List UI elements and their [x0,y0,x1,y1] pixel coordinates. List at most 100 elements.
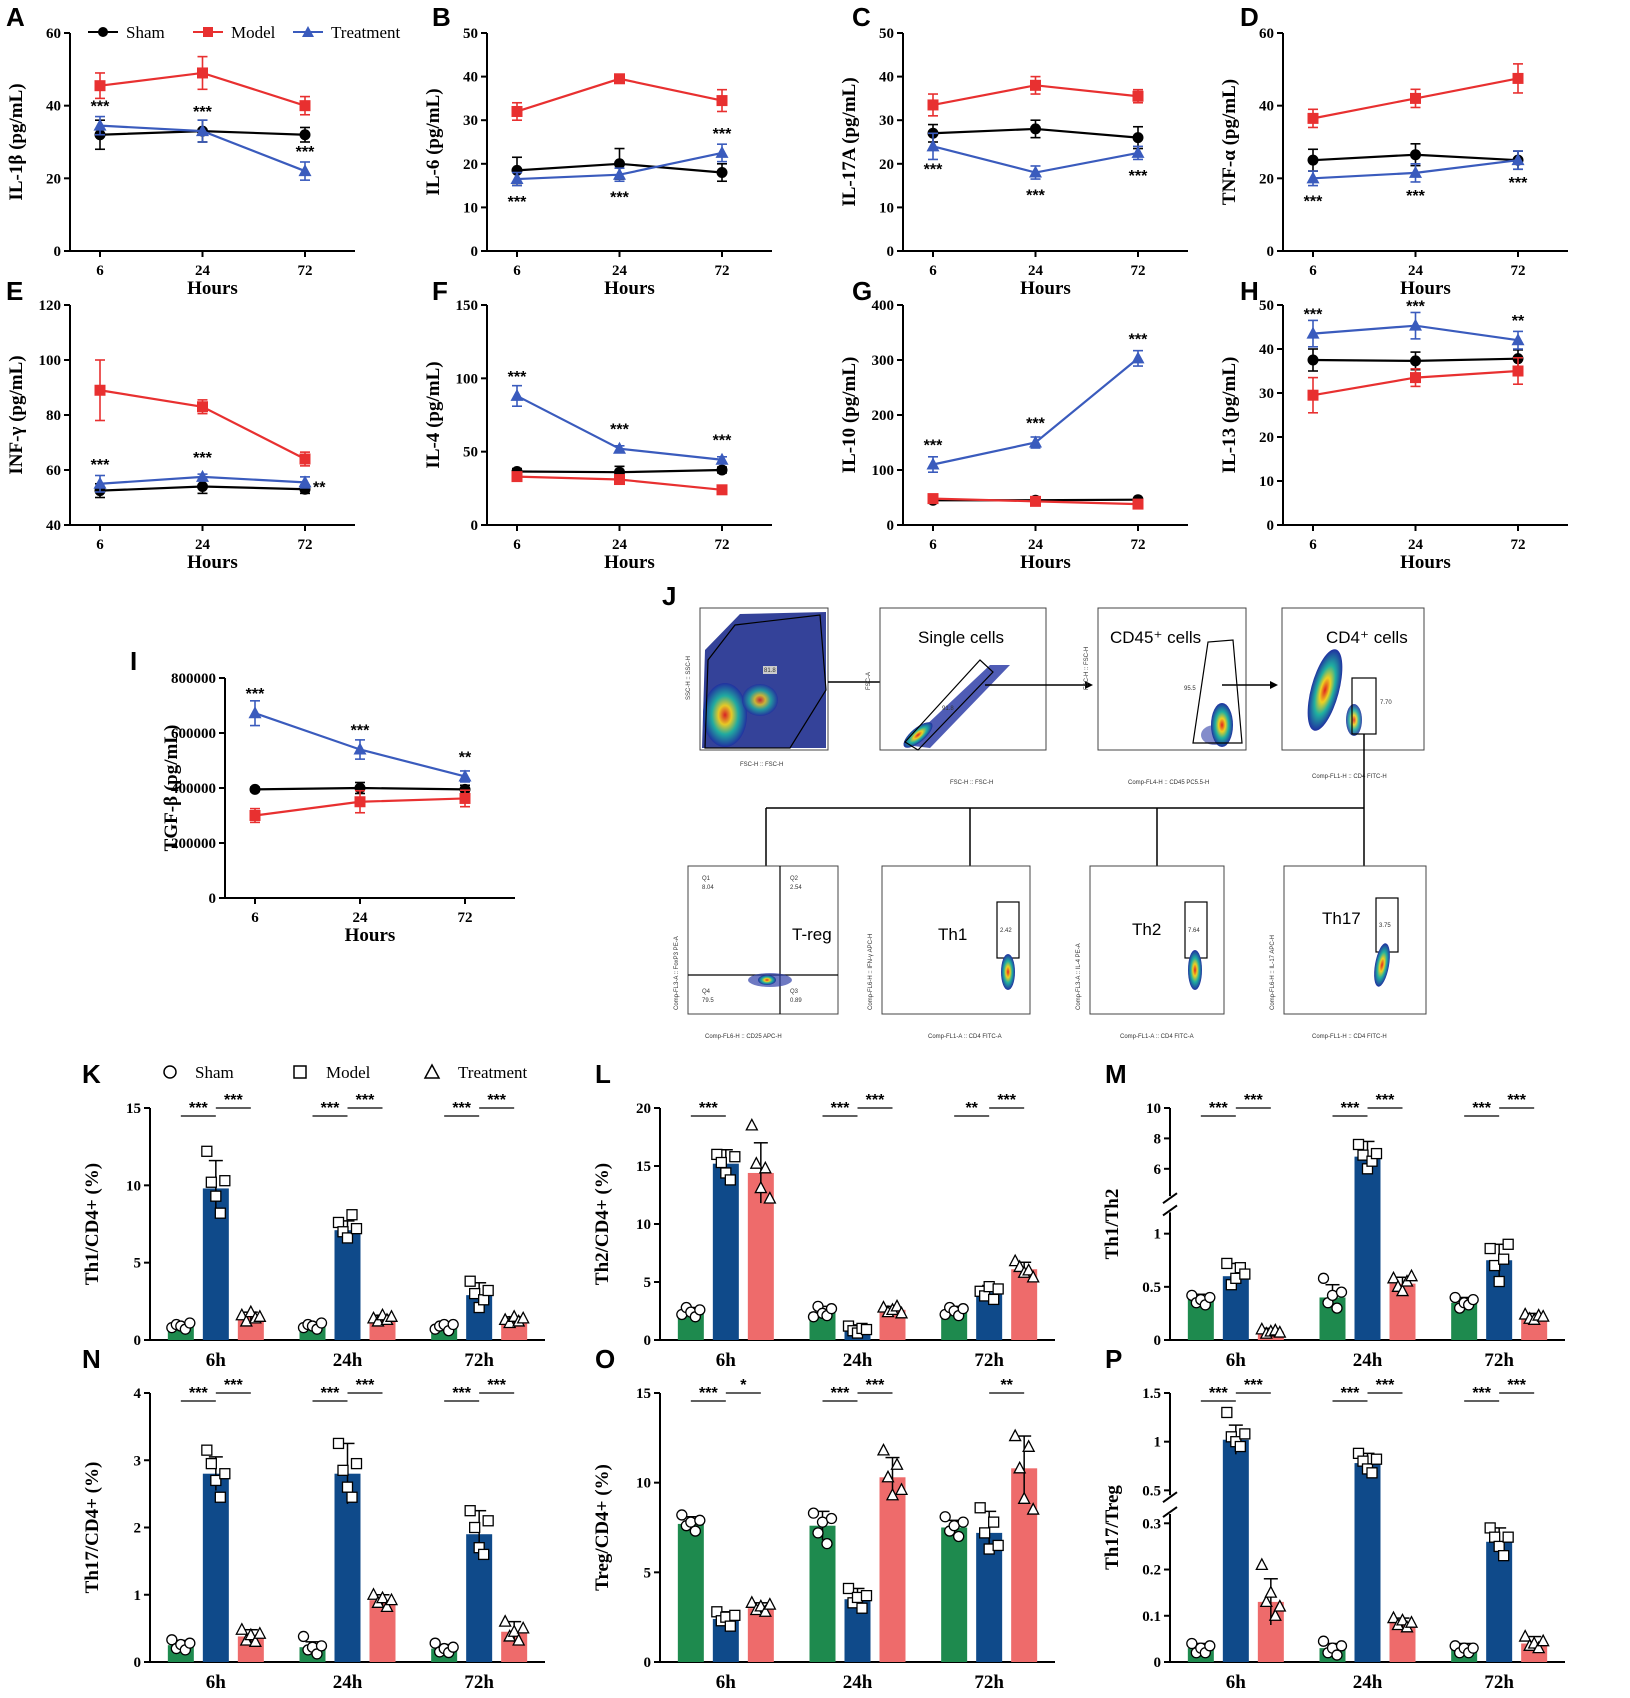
y-axis-title: IL-10 (pg/mL) [839,357,860,474]
datapoint-triangle [1017,1491,1031,1504]
th2-label: Th2 [1132,920,1161,939]
datapoint-triangle [516,1620,530,1634]
axis-label-cd4-a: Comp-FL1-A :: CD4 FITC-A [928,1034,1002,1040]
x-axis-title: Hours [1400,552,1451,573]
x-axis-title: Hours [1020,278,1071,299]
y-tick-label: 0 [1267,244,1275,260]
significance-label: *** [224,1377,243,1394]
point-treatment [248,706,262,719]
y-tick-label: 60 [46,463,61,479]
panel-p: P 0 0.1 0.2 0.3 0.5 1 1.5 Th17/Treg 6h 24h 72h *** **… [1102,1344,1565,1693]
x-tick-label: 72 [715,263,730,279]
x-tick-label: 6h [206,1672,227,1693]
axis-label-ifn: Comp-FL6-H :: IFN-γ APC-H [868,934,874,1010]
quad-q3-value: 0.89 [790,998,802,1004]
y-tick-label: 0 [209,891,217,907]
x-tick-label: 24 [195,537,211,553]
x-axis-title: Hours [187,552,238,573]
y-tick-label: 50 [1259,298,1274,314]
datapoint-circle [297,1630,310,1643]
datapoint-circle [166,1634,178,1646]
point-treatment [926,457,940,470]
datapoint-circle [447,1641,459,1653]
datapoint-circle [315,1640,328,1652]
point-treatment [1131,351,1145,364]
significance-label: ** [965,1100,978,1117]
fc-plot-cd4: CD4⁺ cells 7.70 Comp-FL1-H :: CD4 FITC-H [1281,607,1425,780]
point-model [511,471,523,483]
point-model [716,95,728,107]
significance-label: *** [866,1377,885,1394]
datapoint-triangle [749,1156,763,1169]
datapoint-square [205,1176,217,1188]
point-treatment [1131,145,1145,158]
datapoint-triangle [1022,1439,1036,1452]
fc-plot-th2: Th2 7.64 Comp-FL1-A :: CD4 FITC-A Comp-F… [1076,865,1225,1040]
point-treatment [1029,165,1042,178]
significance-label: *** [356,1092,375,1109]
point-sham [249,783,261,795]
datapoint-square [464,1505,476,1517]
datapoint-square [860,1589,873,1602]
point-model [459,792,471,804]
x-tick-label: 72 [298,537,313,553]
x-tick-label: 24 [1028,263,1044,279]
fc-plot-fsc-ssc: 81.8 FSC-H :: FSC-H SSC-H :: SSC-H [686,607,829,768]
x-tick-label: 24h [1353,1350,1383,1371]
datapoint-triangle [512,1633,526,1646]
point-treatment [926,139,940,152]
significance-label: *** [1304,193,1323,210]
point-model [1030,495,1041,507]
datapoint-circle [825,1303,838,1315]
datapoint-square [1370,1147,1383,1160]
significance-label: ** [1000,1377,1013,1394]
x-tick-label: 6h [716,1350,737,1371]
bar-model [202,1473,229,1662]
datapoint-square [219,1175,231,1187]
point-treatment [1409,318,1422,331]
y-tick-label: 1 [1154,1435,1162,1451]
datapoint-square [341,1232,354,1244]
significance-label: *** [1244,1377,1263,1394]
point-treatment [196,469,209,482]
panel-label: C [852,2,871,32]
x-tick-label: 6h [1226,1350,1247,1371]
bar-treatment [747,1608,774,1662]
legend-model: Model [231,23,276,42]
datapoint-circle [1317,1635,1330,1647]
y-tick-label: 0 [644,1655,652,1671]
datapoint-square [856,1602,868,1614]
x-tick-label: 72 [715,537,730,553]
y-tick-label: 20 [46,171,61,187]
x-tick-label: 24 [612,537,628,553]
y-tick-label: 20 [879,157,894,173]
y-tick-label: 0 [134,1655,142,1671]
datapoint-square [337,1464,349,1476]
quad-q3: Q3 [790,989,799,995]
datapoint-triangle [758,1160,772,1174]
y-tick-label: 3 [134,1453,142,1469]
datapoint-square [214,1207,226,1219]
datapoint-square [860,1323,873,1336]
y-tick-label: 120 [39,298,62,314]
datapoint-square [205,1457,217,1470]
datapoint-triangle [881,1469,895,1483]
datapoint-circle [1467,1293,1479,1306]
bar-legend-treatment: Treatment [458,1063,528,1082]
point-treatment [510,388,524,401]
significance-label: *** [924,161,943,178]
point-model [299,453,311,465]
y-tick-label: 300 [872,353,895,369]
point-treatment [93,476,107,489]
panel-d: D 0 20 40 60 6 24 72 Hours TNF-α (pg/mL) *** *** *** [1219,2,1568,299]
datapoint-circle [953,1530,965,1543]
y-tick-label: 50 [463,445,478,461]
y-tick-label: 400000 [171,781,216,797]
x-tick-label: 72 [1511,263,1526,279]
significance-label: *** [356,1377,375,1394]
significance-label: *** [924,438,943,455]
gate-value-770: 7.70 [1380,700,1392,706]
datapoint-triangle [1536,1633,1550,1647]
datapoint-triangle [235,1622,249,1635]
